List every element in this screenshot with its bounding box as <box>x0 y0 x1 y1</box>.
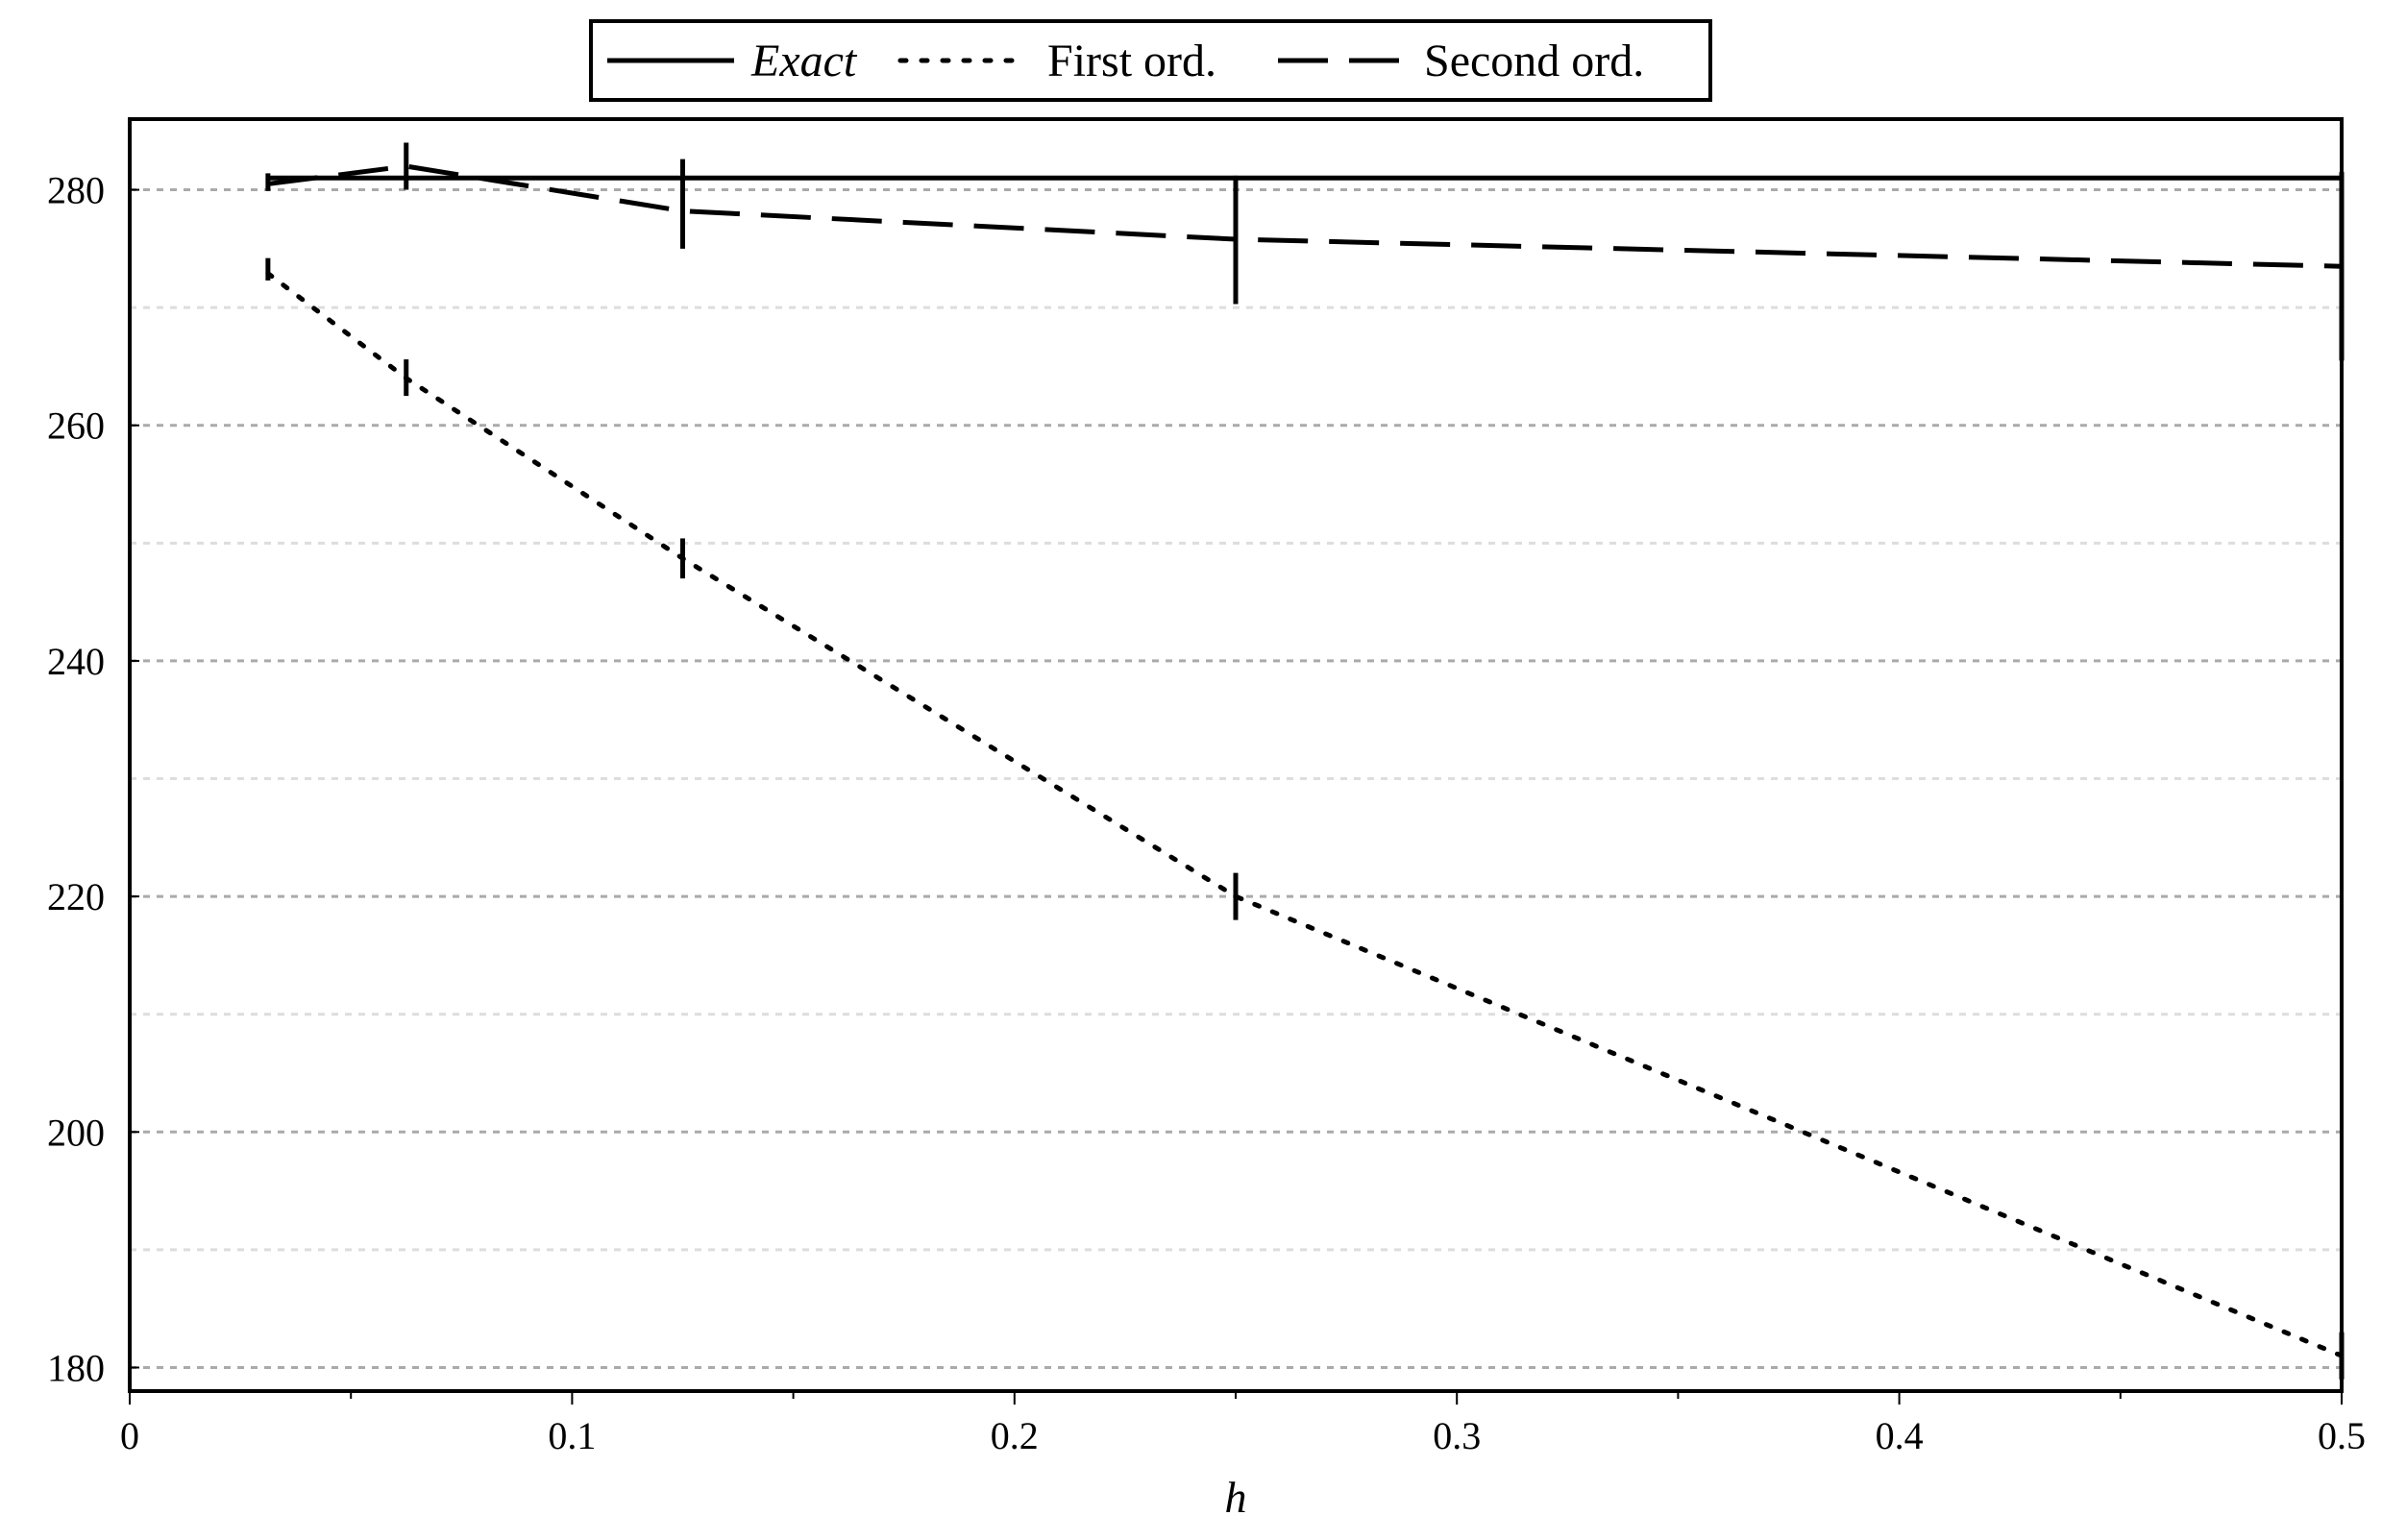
x-tick-label: 0.5 <box>2318 1414 2366 1457</box>
legend-label: Second ord. <box>1424 36 1644 86</box>
y-tick-label: 240 <box>47 640 105 683</box>
legend-label: Exact <box>750 36 858 86</box>
legend-box <box>589 19 1712 102</box>
x-tick-label: 0.2 <box>991 1414 1039 1457</box>
y-axis: 180 200 220 240 260 280 <box>47 169 139 1389</box>
x-axis-title: h <box>1225 1473 1247 1522</box>
plot-frame <box>128 117 2344 1393</box>
x-tick-label: 0.4 <box>1876 1414 1924 1457</box>
error-bars <box>265 142 2345 1380</box>
y-tick-label: 220 <box>47 875 105 918</box>
legend: Exact First ord. Second ord. <box>589 19 1712 102</box>
x-tick-label: 0 <box>120 1414 139 1457</box>
x-axis: 0 0.1 0.2 0.3 0.4 0.5 <box>120 1391 2366 1457</box>
x-tick-label: 0.3 <box>1433 1414 1481 1457</box>
x-tick-label: 0.1 <box>548 1414 596 1457</box>
series-second-ord <box>267 163 2343 269</box>
series-first-ord <box>265 271 2345 1358</box>
y-tick-label: 200 <box>47 1111 105 1154</box>
grid-lines <box>130 188 2342 1369</box>
y-tick-label: 180 <box>47 1346 105 1389</box>
y-tick-label: 280 <box>47 169 105 212</box>
series-layer <box>265 163 2345 1358</box>
legend-label: First ord. <box>1047 36 1216 86</box>
y-tick-label: 260 <box>47 404 105 448</box>
